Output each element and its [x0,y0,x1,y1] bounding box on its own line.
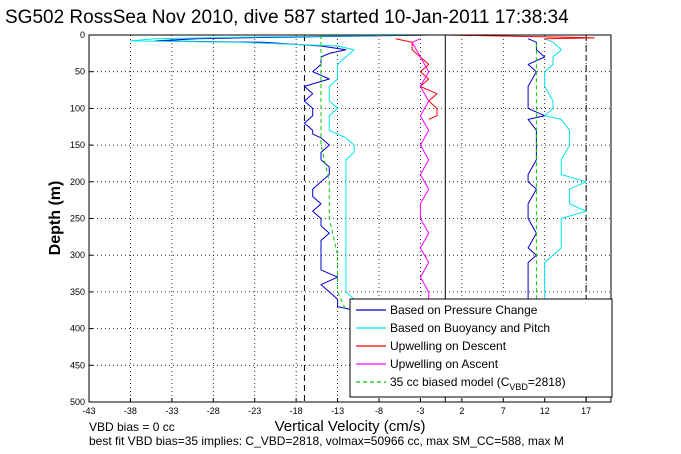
y-tick-label: 200 [70,177,85,187]
x-tick-label: -8 [375,406,383,416]
legend-entry-upwelling-descent: Upwelling on Descent [356,339,507,353]
x-tick-label: -28 [207,406,220,416]
x-tick-label: -18 [290,406,303,416]
x-tick-label: -43 [82,406,95,416]
vbd-bias-note: VBD bias = 0 cc [89,420,175,434]
legend-box [349,298,613,398]
series-line-upwelling_ascent [411,38,430,300]
chart-title: SG502 RossSea Nov 2010, dive 587 started… [5,7,569,28]
series-line-pressure_ascent [527,38,546,300]
legend-label-buoyancy: Based on Buoyancy and Pitch [390,321,550,335]
y-tick-label: 250 [70,214,85,224]
x-tick-label: 2 [459,406,464,416]
y-tick-label: 450 [70,360,85,370]
x-tick-label: -13 [331,406,344,416]
x-tick-label: 17 [581,406,591,416]
y-tick-label: 0 [80,30,85,40]
y-tick-label: 100 [70,103,85,113]
legend-entry-buoyancy: Based on Buoyancy and Pitch [356,321,550,335]
x-tick-label: 12 [540,406,550,416]
legend-label-model-subscript: VBD [509,382,528,392]
x-axis-ticks: -43 -38 -33 -28 -23 -18 -13 -8 -3 2 7 12 17 [82,398,591,416]
y-tick-label: 500 [70,397,85,407]
y-tick-label: 150 [70,140,85,150]
legend-label-model-end: =2818) [528,375,566,389]
legend-entry-model: 35 cc biased model (CVBD=2818) [356,375,566,392]
series-line-pressure_descent [154,34,429,311]
series-line-surface_spike [445,34,595,40]
x-axis-label: Vertical Velocity (cm/s) [275,418,426,435]
series-group [129,34,595,311]
legend-label-pressure: Based on Pressure Change [390,303,538,317]
series-line-buoyancy_descent [129,34,429,311]
series-line-buoyancy_ascent [544,38,587,300]
x-tick-label: -33 [165,406,178,416]
legend: Based on Pressure Change Based on Buoyan… [349,298,613,398]
x-tick-label: -23 [248,406,261,416]
legend-entry-pressure: Based on Pressure Change [356,303,538,317]
legend-label-model-main: 35 cc biased model (C [390,375,510,389]
y-axis-ticks: 0 50 100 150 200 250 300 350 400 450 500 [70,30,93,407]
y-axis-label: Depth (m) [47,181,64,256]
y-tick-label: 350 [70,287,85,297]
legend-label-upwelling-descent: Upwelling on Descent [390,339,507,353]
legend-label-upwelling-ascent: Upwelling on Ascent [390,357,499,371]
x-tick-label: 7 [501,406,506,416]
x-tick-label: -38 [124,406,137,416]
series-line-model_descent [320,35,347,311]
legend-label-model: 35 cc biased model (CVBD=2818) [390,375,566,392]
y-tick-label: 300 [70,250,85,260]
x-tick-label: -3 [416,406,424,416]
y-tick-label: 400 [70,324,85,334]
y-tick-label: 50 [75,67,85,77]
series-line-upwelling_descent [395,38,438,120]
best-fit-note: best fit VBD bias=35 implies: C_VBD=2818… [89,434,564,448]
legend-entry-upwelling-ascent: Upwelling on Ascent [356,357,499,371]
